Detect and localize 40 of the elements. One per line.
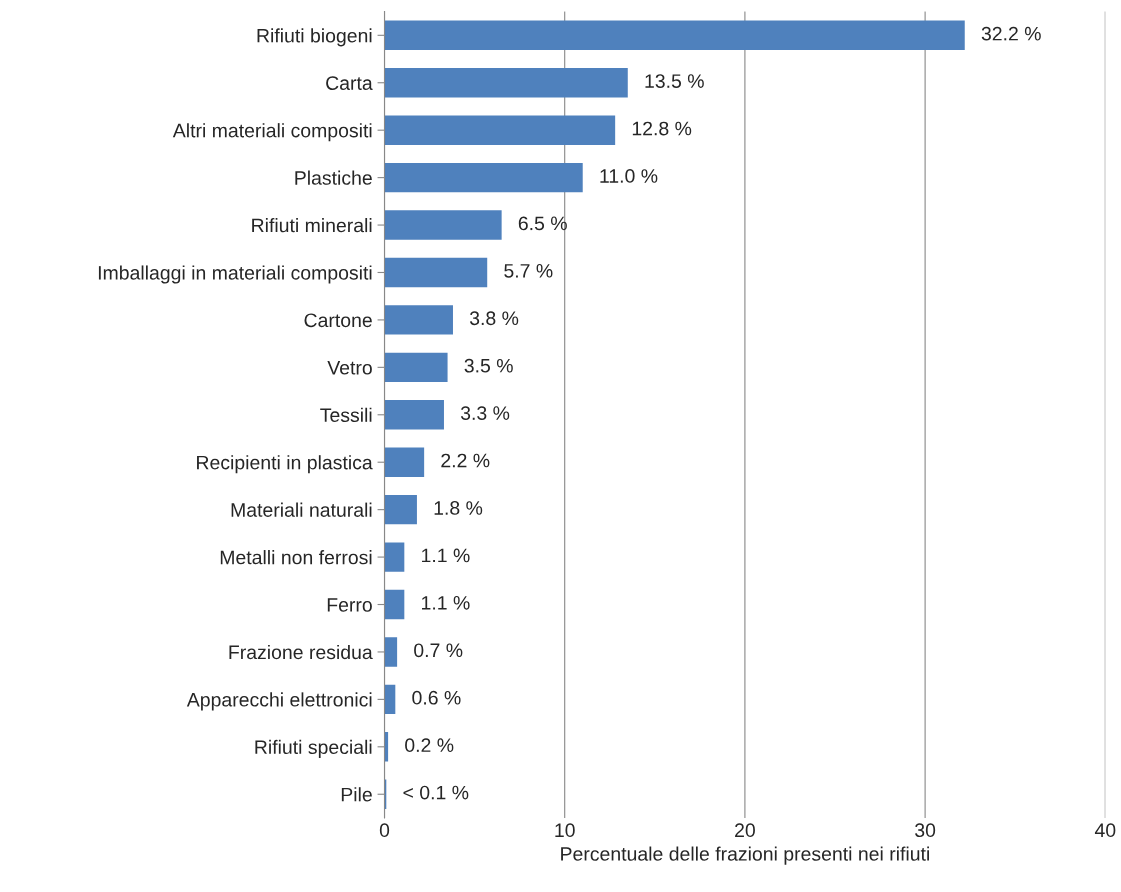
data-label: 12.8 % xyxy=(632,121,692,136)
data-label: 11.0 % xyxy=(600,169,658,183)
data-label: 3.5 % xyxy=(464,358,513,373)
y-tick-label: Rifiuti minerali xyxy=(252,218,372,233)
y-tick-label: Ferro xyxy=(327,598,372,612)
data-label: 1.1 % xyxy=(422,596,470,610)
y-tick-label: Cartone xyxy=(304,313,372,328)
data-label: 1.8 % xyxy=(434,501,483,515)
x-tick-label: 30 xyxy=(915,823,936,838)
y-tick-label: Pile xyxy=(341,787,372,802)
y-tick-label: Imballaggi in materiali compositi xyxy=(98,265,372,284)
y-tick-label: Rifiuti speciali xyxy=(255,739,372,758)
y-tick-label: Apparecchi elettronici xyxy=(186,692,372,711)
y-tick-label: Recipienti in plastica xyxy=(197,455,373,474)
data-label: 1.1 % xyxy=(422,548,470,563)
data-label: 2.2 % xyxy=(441,453,490,468)
y-tick-label: Vetro xyxy=(327,361,372,375)
x-tick-label: 20 xyxy=(735,823,755,838)
data-label: 3.8 % xyxy=(469,311,519,326)
data-label: 0.2 % xyxy=(405,738,454,753)
data-label: 13.5 % xyxy=(645,74,704,88)
data-label: 6.5 % xyxy=(518,216,567,231)
y-tick-label: Metalli non ferrosi xyxy=(220,550,372,565)
y-tick-label: Rifiuti biogeni xyxy=(257,28,372,47)
y-tick-label: Frazione residua xyxy=(229,644,373,660)
x-tick-label: 10 xyxy=(555,823,575,838)
x-tick-label: 40 xyxy=(1094,823,1116,838)
data-label: 5.7 % xyxy=(504,264,553,278)
y-tick-label: Carta xyxy=(326,76,373,90)
data-label: 32.2 % xyxy=(981,26,1041,41)
data-label: 0.6 % xyxy=(412,690,461,705)
y-tick-label: Tessili xyxy=(320,407,372,423)
x-tick-label: 0 xyxy=(379,823,390,838)
data-label: 3.3 % xyxy=(460,406,510,420)
data-label: < 0.1 % xyxy=(403,785,469,800)
data-label: 0.7 % xyxy=(414,643,463,658)
x-axis-title: Percentuale delle frazioni presenti nei rifiuti xyxy=(561,846,929,865)
y-tick-label: Materiali naturali xyxy=(231,502,372,517)
y-tick-label: Altri materiali compositi xyxy=(172,123,372,142)
y-tick-label: Plastiche xyxy=(295,170,372,185)
